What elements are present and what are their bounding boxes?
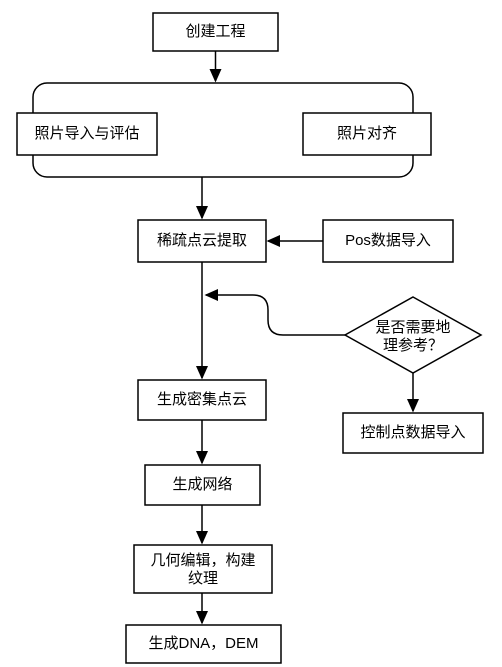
node-mesh-label: 生成网络 (172, 476, 232, 493)
edge-decision-mainflow (206, 295, 345, 335)
node-decision-label2: 理参考？ (383, 337, 443, 354)
node-align-label: 照片对齐 (337, 125, 397, 142)
node-decision-label1: 是否需要地 (375, 319, 450, 336)
flowchart-canvas: 创建工程 照片导入与评估 照片对齐 稀疏点云提取 Pos数据导入 是否需要地 理… (0, 0, 502, 667)
node-output-label: 生成DNA，DEM (148, 635, 258, 652)
node-geom-label1: 几何编辑，构建 (150, 552, 255, 569)
node-import-eval-label: 照片导入与评估 (34, 125, 139, 142)
node-pos-label: Pos数据导入 (345, 232, 431, 249)
node-geom-label2: 纹理 (188, 570, 218, 587)
node-create-label: 创建工程 (185, 23, 245, 40)
node-dense-label: 生成密集点云 (157, 391, 247, 408)
node-sparse-label: 稀疏点云提取 (157, 232, 247, 249)
node-ctrl-label: 控制点数据导入 (360, 424, 465, 441)
